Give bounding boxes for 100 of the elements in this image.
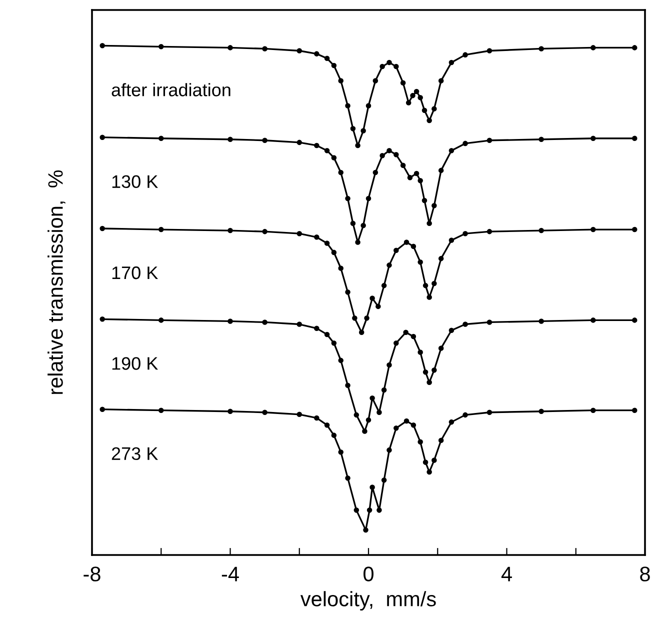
point (590, 45, 596, 50)
point (370, 395, 375, 401)
point (100, 134, 106, 140)
y-axis-title: relative transmission, % (48, 170, 66, 394)
point (386, 60, 392, 66)
point (486, 228, 492, 234)
point (394, 426, 399, 431)
point (338, 266, 344, 271)
point (538, 46, 544, 52)
point (158, 44, 164, 50)
x-tick-label: 0 (364, 566, 374, 582)
point (410, 334, 416, 340)
point (438, 346, 444, 351)
point (403, 330, 408, 336)
series-label: 170 K (112, 266, 158, 280)
point (418, 439, 423, 445)
point (422, 460, 428, 465)
point (228, 45, 233, 50)
point (324, 422, 330, 428)
point (448, 419, 454, 425)
point (296, 322, 302, 327)
point (228, 136, 233, 142)
point (228, 318, 233, 324)
point (632, 318, 638, 323)
point (632, 226, 638, 232)
point (632, 136, 638, 141)
point (438, 78, 444, 84)
point (426, 469, 432, 475)
point (394, 152, 399, 158)
point (355, 142, 360, 148)
x-tick-label: 4 (501, 566, 512, 582)
point (352, 316, 358, 321)
point (386, 362, 392, 368)
point (426, 380, 432, 385)
point (414, 88, 420, 94)
point (400, 162, 406, 168)
point (331, 340, 337, 346)
point (324, 56, 330, 62)
point (406, 100, 412, 106)
point (432, 106, 437, 112)
point (100, 406, 106, 412)
point (358, 330, 364, 336)
point (410, 422, 416, 428)
x-tick-label: -4 (222, 566, 239, 582)
point (538, 318, 544, 324)
point (262, 138, 268, 144)
point (462, 230, 468, 236)
point (345, 103, 350, 108)
point (432, 458, 437, 463)
point (360, 222, 366, 228)
point (350, 220, 356, 226)
point (314, 415, 320, 421)
point (158, 408, 164, 413)
point (366, 508, 372, 513)
point (314, 142, 320, 148)
point (486, 138, 492, 144)
point (324, 148, 330, 154)
point (338, 449, 344, 455)
point (366, 417, 372, 423)
point (376, 304, 381, 310)
point (432, 280, 437, 286)
point (404, 418, 410, 424)
point (590, 226, 596, 232)
point (338, 170, 344, 176)
point (372, 78, 378, 84)
point (407, 174, 413, 180)
point (386, 447, 392, 453)
point (381, 282, 387, 288)
point (331, 62, 337, 68)
point (363, 527, 368, 533)
point (345, 475, 350, 481)
point (448, 328, 454, 334)
point (462, 52, 468, 58)
point (314, 234, 320, 240)
point (345, 290, 350, 295)
point (296, 412, 302, 418)
point (422, 370, 428, 375)
point (448, 148, 454, 154)
point (355, 240, 360, 245)
point (364, 316, 370, 321)
point (400, 80, 406, 86)
series-label: 273 K (112, 447, 158, 460)
point (394, 340, 399, 346)
point (345, 196, 350, 202)
point (366, 103, 372, 108)
point (590, 318, 596, 323)
point (324, 240, 330, 246)
point (331, 250, 337, 256)
point (100, 43, 106, 48)
point (350, 126, 356, 132)
point (362, 428, 368, 434)
point (422, 282, 428, 288)
point (438, 168, 444, 174)
point (370, 484, 375, 490)
point (486, 320, 492, 325)
x-tick-label: 8 (640, 566, 650, 582)
point (296, 230, 302, 236)
point (386, 148, 392, 154)
point (380, 153, 385, 158)
point (100, 226, 106, 232)
